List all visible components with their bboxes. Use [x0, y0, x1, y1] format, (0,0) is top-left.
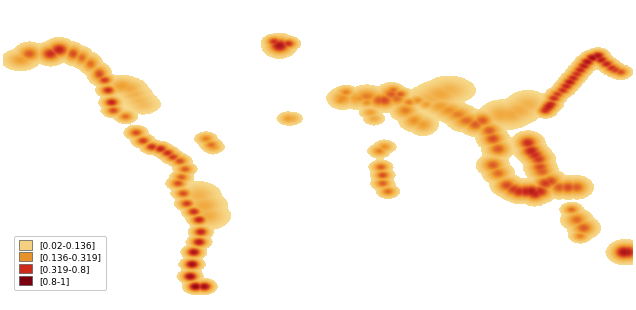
Legend: [0.02-0.136], [0.136-0.319], [0.319-0.8], [0.8-1]: [0.02-0.136], [0.136-0.319], [0.319-0.8]… [14, 236, 106, 290]
